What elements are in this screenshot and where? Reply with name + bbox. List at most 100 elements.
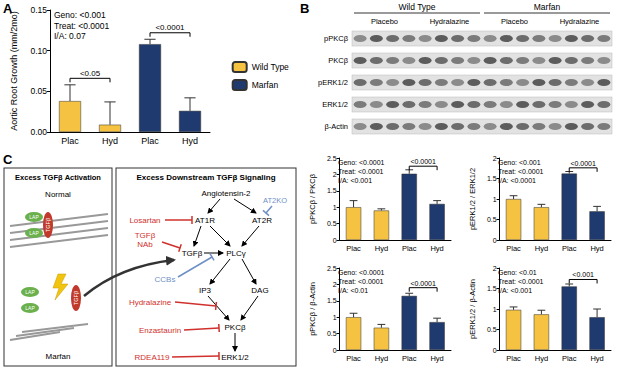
svg-text:LAP: LAP <box>25 305 35 311</box>
svg-text:1.5: 1.5 <box>487 175 497 182</box>
svg-text:Hyd: Hyd <box>590 244 603 253</box>
svg-text:TGFβ: TGFβ <box>73 291 79 305</box>
svg-text:Plac: Plac <box>346 244 361 253</box>
svg-text:Hydralazine: Hydralazine <box>560 17 600 26</box>
svg-text:Geno: <0.001: Geno: <0.001 <box>54 10 106 20</box>
svg-text:Placebo: Placebo <box>371 17 398 26</box>
svg-text:Enzastaurin: Enzastaurin <box>139 326 181 335</box>
svg-text:CCBs: CCBs <box>155 275 176 284</box>
svg-text:0: 0 <box>493 347 497 354</box>
svg-text:pPKCβ: pPKCβ <box>324 34 349 43</box>
svg-text:0.5: 0.5 <box>487 216 497 223</box>
svg-text:0: 0 <box>333 347 337 354</box>
svg-text:TGFβ: TGFβ <box>135 231 156 240</box>
svg-text:Treat: <0.0001: Treat: <0.0001 <box>338 278 384 285</box>
svg-text:2: 2 <box>333 281 337 288</box>
svg-text:IP3: IP3 <box>199 286 212 295</box>
svg-text:Wild Type: Wild Type <box>252 62 289 72</box>
svg-text:0: 0 <box>333 237 337 244</box>
svg-text:pERK1/2: pERK1/2 <box>318 78 348 87</box>
svg-text:pERK1/2 / ERK1/2: pERK1/2 / ERK1/2 <box>468 168 477 230</box>
svg-text:2.5: 2.5 <box>327 155 337 162</box>
svg-text:Excess Downstream TGFβ Signali: Excess Downstream TGFβ Signaling <box>136 173 275 182</box>
svg-text:Marfan: Marfan <box>252 80 279 90</box>
svg-text:Hyd: Hyd <box>535 354 548 363</box>
svg-text:<0.0001: <0.0001 <box>410 158 436 165</box>
svg-text:Geno: <0.001: Geno: <0.001 <box>498 159 541 166</box>
svg-text:PLCγ: PLCγ <box>226 249 246 258</box>
svg-text:β-Actin: β-Actin <box>325 122 349 131</box>
svg-text:pERK1/2 / β-Actin: pERK1/2 / β-Actin <box>468 279 477 339</box>
svg-text:1.5: 1.5 <box>327 187 337 194</box>
svg-text:Excess TGFβ Activation: Excess TGFβ Activation <box>15 173 101 182</box>
svg-text:1: 1 <box>493 196 497 203</box>
svg-text:I/A: <0.001: I/A: <0.001 <box>338 177 372 184</box>
svg-text:Geno: <0.0001: Geno: <0.0001 <box>338 159 385 166</box>
svg-text:Treat: <0.0001: Treat: <0.0001 <box>498 278 544 285</box>
svg-text:Hyd: Hyd <box>375 354 388 363</box>
svg-text:Treat: <0.0001: Treat: <0.0001 <box>498 168 544 175</box>
svg-text:DAG: DAG <box>251 286 268 295</box>
svg-text:pPKCβ / β-Actin: pPKCβ / β-Actin <box>308 282 317 336</box>
svg-text:B: B <box>300 1 309 16</box>
svg-text:2: 2 <box>493 155 497 162</box>
svg-text:Hydralazine: Hydralazine <box>430 17 470 26</box>
svg-text:LAP: LAP <box>29 230 39 236</box>
svg-text:0.05: 0.05 <box>30 86 47 96</box>
svg-text:I/A: <0.001: I/A: <0.001 <box>498 287 532 294</box>
svg-text:C: C <box>3 152 13 167</box>
svg-text:Hydralazine: Hydralazine <box>129 298 172 307</box>
svg-text:2: 2 <box>493 265 497 272</box>
svg-text:AT1R: AT1R <box>195 216 215 225</box>
svg-text:ERK1/2: ERK1/2 <box>322 100 348 109</box>
svg-text:Hyd: Hyd <box>430 354 443 363</box>
svg-text:Hyd: Hyd <box>535 244 548 253</box>
svg-text:0: 0 <box>493 237 497 244</box>
svg-text:Plac: Plac <box>402 244 417 253</box>
svg-text:0.00: 0.00 <box>30 127 47 137</box>
svg-text:I/A: <0.0001: I/A: <0.0001 <box>498 177 536 184</box>
svg-text:0.5: 0.5 <box>327 330 337 337</box>
svg-text:Plac: Plac <box>506 354 521 363</box>
svg-text:Treat: <0.0001: Treat: <0.0001 <box>338 168 384 175</box>
svg-text:Geno: <0.01: Geno: <0.01 <box>498 269 537 276</box>
svg-text:1: 1 <box>493 306 497 313</box>
svg-text:Marfan: Marfan <box>46 352 71 361</box>
svg-text:I/A: <0.01: I/A: <0.01 <box>338 287 368 294</box>
svg-text:Hyd: Hyd <box>375 244 388 253</box>
svg-text:PKCβ: PKCβ <box>328 56 348 65</box>
svg-text:Plac: Plac <box>346 354 361 363</box>
svg-text:Aortic Root Growth (mm/2mo): Aortic Root Growth (mm/2mo) <box>9 11 19 131</box>
svg-text:Marfan: Marfan <box>534 2 561 12</box>
svg-text:pPKCβ / PKCβ: pPKCβ / PKCβ <box>308 173 317 224</box>
svg-text:Losartan: Losartan <box>129 216 160 225</box>
svg-text:LAP: LAP <box>25 289 35 295</box>
svg-text:<0.0001: <0.0001 <box>410 280 436 287</box>
svg-text:Placebo: Placebo <box>501 17 528 26</box>
svg-text:<0.001: <0.001 <box>572 271 594 278</box>
svg-text:NAb: NAb <box>137 240 153 249</box>
svg-text:Plac: Plac <box>61 136 79 146</box>
svg-text:1.5: 1.5 <box>327 297 337 304</box>
svg-text:Plac: Plac <box>506 244 521 253</box>
svg-text:0.15: 0.15 <box>30 5 47 15</box>
svg-text:ERK1/2: ERK1/2 <box>221 353 249 362</box>
svg-text:2: 2 <box>333 171 337 178</box>
svg-text:Plac: Plac <box>402 354 417 363</box>
svg-text:2.5: 2.5 <box>327 265 337 272</box>
svg-text:Plac: Plac <box>562 244 577 253</box>
svg-text:Plac: Plac <box>141 136 159 146</box>
svg-text:1: 1 <box>333 204 337 211</box>
svg-text:Hyd: Hyd <box>102 136 118 146</box>
svg-text:I/A: 0.07: I/A: 0.07 <box>54 31 86 41</box>
svg-text:Hyd: Hyd <box>182 136 198 146</box>
svg-text:0.10: 0.10 <box>30 46 47 56</box>
svg-text:LAP: LAP <box>29 214 39 220</box>
svg-text:AT2KO: AT2KO <box>263 196 287 205</box>
svg-text:RDEA119: RDEA119 <box>135 353 171 362</box>
svg-text:Geno: <0.0001: Geno: <0.0001 <box>338 269 385 276</box>
svg-text:0.5: 0.5 <box>327 220 337 227</box>
svg-text:<0.0001: <0.0001 <box>570 160 596 167</box>
svg-text:Angiotensin-2: Angiotensin-2 <box>202 189 251 198</box>
svg-text:1.5: 1.5 <box>487 285 497 292</box>
